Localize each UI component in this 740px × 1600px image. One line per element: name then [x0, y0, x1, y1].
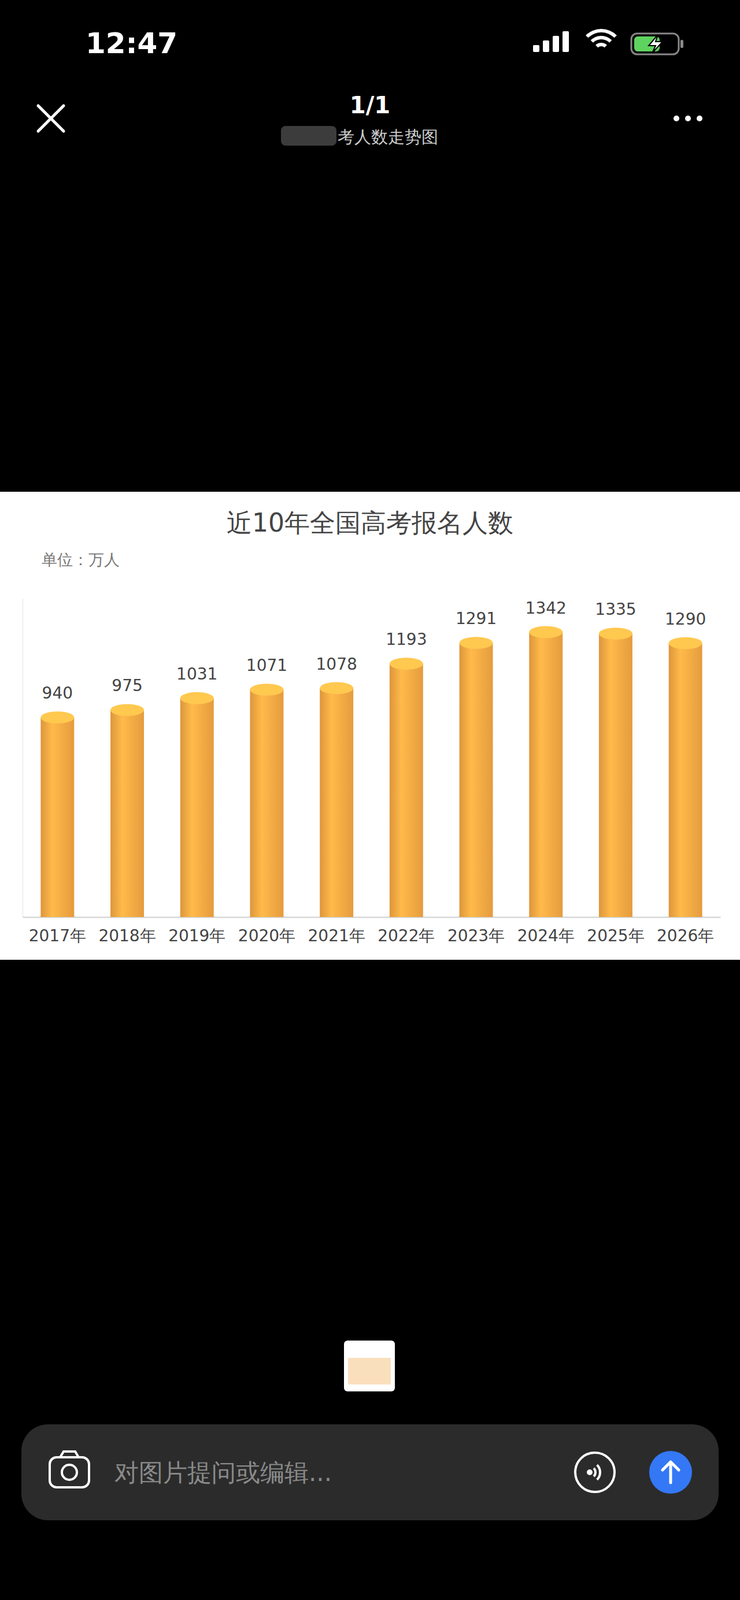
x-tick-label: 2018年 [98, 926, 156, 946]
signal-bar [542, 40, 550, 53]
x-tick: 2026年 [656, 917, 714, 946]
x-tick: 2020年 [238, 917, 296, 946]
x-tick-label: 2023年 [447, 926, 505, 946]
chart-panel [0, 491, 740, 961]
battery-tip [680, 39, 684, 48]
bar [249, 690, 284, 918]
bar-cap [598, 627, 633, 640]
x-tick-label: 2019年 [168, 926, 226, 946]
bar-group [459, 637, 494, 918]
bar-cap [319, 682, 354, 695]
x-tick: 2025年 [586, 917, 645, 946]
data-label: 1291 [455, 609, 497, 629]
data-label: 1193 [385, 630, 427, 650]
bar-cap [180, 692, 214, 705]
data-label: 1335 [594, 600, 636, 620]
chart-title: 近10年全国高考报名人数 [226, 508, 514, 538]
wifi-arc [595, 42, 608, 48]
bar [180, 698, 214, 918]
x-tick: 2023年 [447, 917, 505, 946]
x-tick: 2017年 [28, 917, 87, 946]
x-tick-label: 2024年 [517, 926, 575, 946]
bar-cap [459, 637, 494, 650]
bar [598, 634, 633, 918]
wifi-icon [585, 28, 617, 48]
bar-cap [249, 683, 284, 697]
x-tick: 2021年 [308, 917, 366, 946]
signal-bar [552, 35, 560, 53]
bar-cap [389, 657, 424, 671]
signal-icon [533, 31, 569, 53]
bar-group [180, 692, 214, 918]
bar-group [110, 704, 144, 918]
bar-group [528, 626, 563, 918]
header-title: 考人数走势图 [337, 127, 439, 147]
x-tick: 2022年 [377, 917, 435, 946]
input-placeholder: 对图片提问或编辑... [114, 1459, 332, 1488]
chart-subtitle: 单位：万人 [41, 550, 120, 569]
y-axis-line [22, 598, 24, 918]
data-label: 1290 [664, 609, 706, 629]
status-time: 12:47 [85, 26, 178, 61]
blurred-text [280, 126, 337, 146]
close-button[interactable] [38, 105, 64, 132]
camera-button[interactable] [49, 1452, 90, 1489]
x-tick-label: 2017年 [28, 926, 87, 946]
x-tick-label: 2020年 [238, 926, 296, 946]
bar [319, 688, 354, 918]
bar [40, 718, 74, 918]
bar-cap [110, 704, 144, 717]
bar-group [40, 711, 74, 918]
battery-bolt [648, 34, 663, 54]
wifi-arc [590, 35, 613, 43]
x-tick-label: 2022年 [377, 926, 435, 946]
signal-bar [562, 31, 569, 53]
data-label: 940 [42, 683, 73, 703]
data-label: 975 [111, 676, 143, 696]
wifi-arc [585, 28, 617, 38]
data-label: 1078 [316, 655, 358, 675]
send-button[interactable] [649, 1451, 693, 1495]
x-tick-label: 2021年 [308, 926, 366, 946]
bar-group [249, 683, 284, 918]
bar [459, 643, 494, 918]
bar [528, 632, 563, 918]
more-button[interactable] [673, 115, 703, 122]
signal-bar [533, 45, 540, 53]
data-label: 1071 [246, 656, 288, 676]
data-labels: 940 975 1031 1071 1078 1193 1291 1342 1335 1290 [42, 598, 707, 704]
bar [389, 664, 424, 918]
bar-group [389, 657, 424, 918]
x-tick-label: 2025年 [586, 926, 645, 946]
thumbnail[interactable] [343, 1341, 395, 1393]
bar-cap [528, 626, 563, 639]
background [0, 0, 740, 1600]
input-bar[interactable] [21, 1425, 719, 1522]
bar-cap [668, 637, 703, 650]
x-tick: 2019年 [168, 917, 226, 946]
x-axis: 2017年 2018年 2019年 2020年 2021年 2022年 2023年 2024年… [23, 917, 721, 946]
data-label: 1342 [525, 598, 567, 619]
bar-cap [40, 711, 74, 724]
battery-frame [631, 33, 679, 55]
bar-group [668, 637, 703, 918]
bar-group [319, 682, 354, 918]
bar-group [598, 627, 633, 918]
data-label: 1031 [176, 664, 218, 684]
x-tick: 2018年 [98, 917, 156, 946]
x-tick-label: 2026年 [656, 926, 714, 946]
page: 12:47 1/1 考人数走势图近10年全国高考报名人数单位：万人 2017年 2018… [0, 0, 740, 1600]
bar [668, 643, 703, 918]
battery-icon [631, 33, 684, 55]
bar [110, 710, 144, 918]
x-tick: 2024年 [517, 917, 575, 946]
page-indicator: 1/1 [349, 91, 391, 119]
voice-button[interactable] [575, 1453, 615, 1493]
bars [40, 626, 702, 918]
y-axis [22, 598, 24, 918]
